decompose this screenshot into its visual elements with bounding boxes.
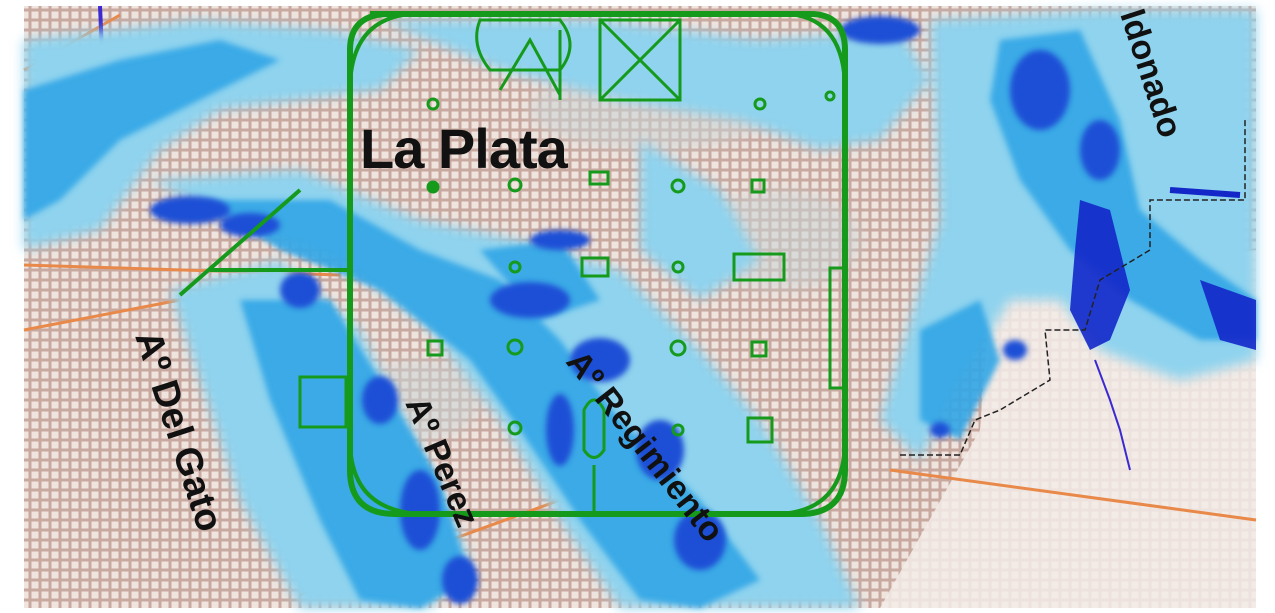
central-axis-monuments [475, 18, 682, 514]
diagonal-green-road [178, 188, 350, 297]
plazas [298, 90, 846, 444]
flood-deep-layer [150, 16, 1120, 604]
city-name-label: La Plata [360, 117, 569, 180]
city-outline [347, 11, 848, 517]
district-boundary [900, 120, 1246, 456]
flood-deepest-layer [1070, 187, 1256, 471]
